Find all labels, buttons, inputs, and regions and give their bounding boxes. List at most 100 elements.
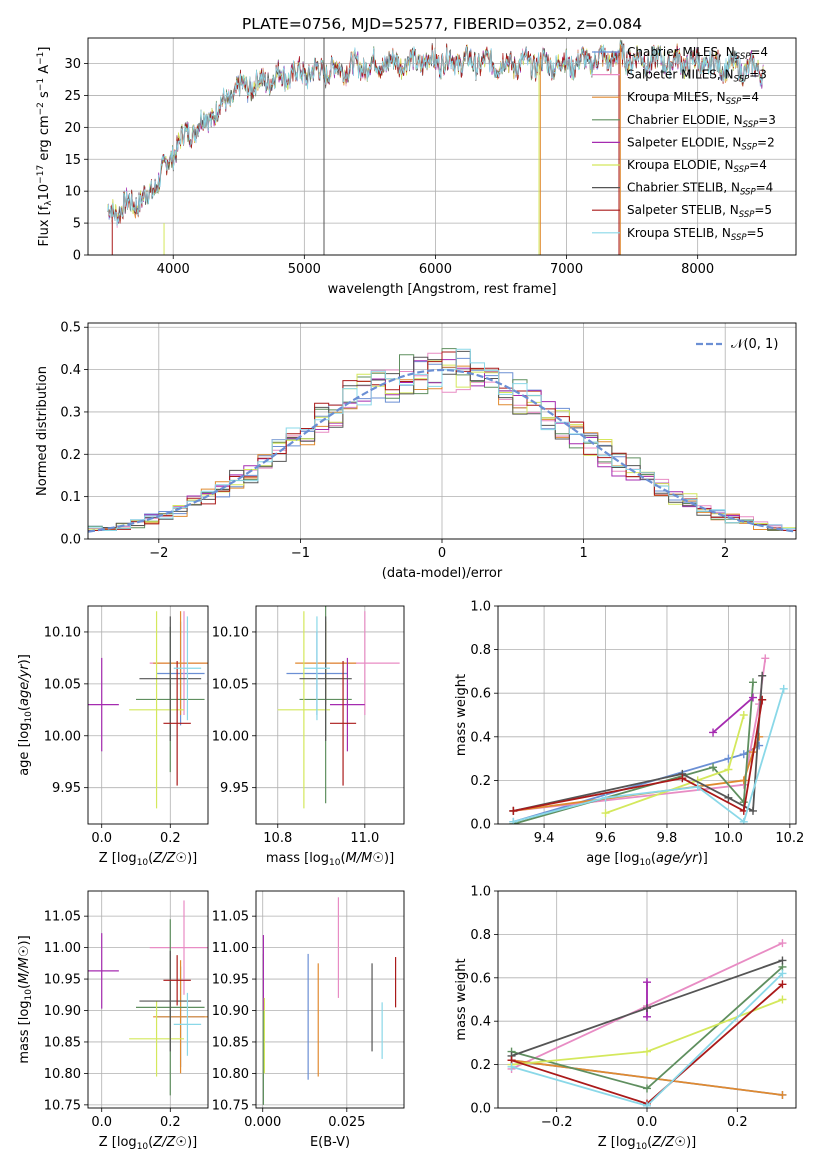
axes: 0.000 0.025 10.75 10.80 10.85 10.90 10.95 11.00… <box>212 890 405 1150</box>
errorbar-kroupa-miles <box>153 960 208 1074</box>
x-tick-label: 4000 <box>157 262 190 277</box>
weight-marker <box>778 980 787 989</box>
y-tick-label: 0.3 <box>60 405 81 420</box>
weight-vs-age-panel: 9.4 9.6 9.8 10.0 10.2 0.0 0.2 0.4 0.6 0.8 1.0 age [… <box>454 600 804 869</box>
weight-marker <box>778 956 787 965</box>
legend-entry: Kroupa MILES, NSSP=4 <box>627 90 759 107</box>
mass-vs-ebv-panel: 0.000 0.025 10.75 10.80 10.85 10.90 10.95 11.00… <box>212 890 405 1150</box>
errorbar-chabrier-stelib <box>299 616 352 741</box>
legend: Chabrier MILES, NSSP=4 Salpeter MILES, NS… <box>592 45 776 243</box>
x-axis-label: Z [log10(Z/Z☉)] <box>99 1135 197 1152</box>
weight-marker <box>643 1101 651 1108</box>
y-axis-label: mass weight <box>454 674 469 756</box>
weight-marker <box>643 1004 651 1013</box>
x-tick-label: 10.2 <box>775 831 804 846</box>
weight-marker <box>778 969 787 978</box>
weight-marker <box>748 806 757 815</box>
weight-marker <box>509 806 518 815</box>
legend-entry: Chabrier STELIB, NSSP=4 <box>627 181 773 198</box>
y-tick-label: 10.95 <box>212 973 249 988</box>
y-tick-label: 10.00 <box>44 729 81 744</box>
weight-marker <box>778 939 787 948</box>
axes: 4000 5000 6000 7000 8000 0 5 10 15 20 25 30 waveleng… <box>36 15 797 297</box>
y-tick-label: 0.8 <box>470 643 491 658</box>
weight-line-kroupa-miles <box>511 1059 783 1096</box>
axes: 10.8 11.0 9.95 10.00 10.05 10.10 mass [log10(M… <box>212 605 405 868</box>
y-tick-label: 0.8 <box>470 928 491 943</box>
x-tick-label: 0.0 <box>91 1115 112 1130</box>
x-axis-label: E(B-V) <box>310 1135 350 1150</box>
y-tick-label: 0.0 <box>60 533 81 548</box>
y-tick-label: 0.0 <box>470 818 491 833</box>
errorbar-kroupa-elodie <box>129 1001 184 1077</box>
y-tick-label: 10.85 <box>212 1035 249 1050</box>
y-tick-label: 11.00 <box>212 941 249 956</box>
axes: 9.4 9.6 9.8 10.0 10.2 0.0 0.2 0.4 0.6 0.8 1.0 age [… <box>454 600 804 869</box>
axes-frame <box>87 605 209 825</box>
errorbar-chabrier-stelib <box>139 616 202 741</box>
x-tick-label: 0.025 <box>328 1115 365 1130</box>
age-vs-mass-panel: 10.8 11.0 9.95 10.00 10.05 10.10 mass [log10(M… <box>212 605 405 868</box>
x-tick-label: 0.2 <box>160 1115 181 1130</box>
weight-marker <box>748 693 757 702</box>
weight-marker <box>678 774 687 783</box>
y-tick-label: 9.95 <box>52 781 81 796</box>
legend-entry: Salpeter ELODIE, NSSP=2 <box>627 135 775 152</box>
chart-title: PLATE=0756, MJD=52577, FIBERID=0352, z=0… <box>242 15 642 33</box>
mass-vs-metallicity-panel: 0.0 0.2 10.75 10.80 10.85 10.90 10.95 11.00 11.0… <box>17 890 209 1152</box>
y-tick-label: 1.0 <box>470 600 491 615</box>
plot-area <box>88 611 208 809</box>
x-tick-label: 9.8 <box>657 831 678 846</box>
residuals-panel: −2 −1 0 1 2 0.0 0.1 0.2 0.3 0.4 0.5 (data-model)/er… <box>35 321 797 581</box>
weight-marker <box>739 798 748 807</box>
weight-marker <box>739 817 748 824</box>
x-tick-label: 1 <box>579 546 587 561</box>
x-tick-label: 6000 <box>419 262 452 277</box>
normal-curve <box>88 368 796 533</box>
weight-marker <box>758 695 767 704</box>
y-tick-label: 0.0 <box>470 1102 491 1117</box>
x-tick-label: 5000 <box>288 262 321 277</box>
y-tick-label: 10.00 <box>212 729 249 744</box>
y-axis-label: Normed distribution <box>35 366 50 496</box>
weight-line-salpeter-elodie <box>712 696 754 734</box>
y-tick-label: 30 <box>64 57 81 72</box>
y-tick-label: 10.05 <box>212 677 249 692</box>
axes-frame <box>87 890 209 1109</box>
axes: −2 −1 0 1 2 0.0 0.1 0.2 0.3 0.4 0.5 (data-model)/er… <box>35 321 797 581</box>
weight-marker <box>739 711 748 719</box>
legend-entry: 𝒩(0, 1) <box>731 337 778 352</box>
plot-area <box>107 38 764 255</box>
y-tick-label: 10.95 <box>44 973 81 988</box>
y-tick-label: 15 <box>64 153 81 168</box>
x-tick-label: 0.2 <box>727 1115 748 1130</box>
x-tick-label: 10.0 <box>714 831 743 846</box>
x-axis-label: Z [log10(Z/Z☉)] <box>99 851 197 868</box>
y-tick-label: 0.5 <box>60 321 81 336</box>
weight-marker <box>758 671 767 680</box>
x-tick-label: 0.000 <box>244 1115 281 1130</box>
y-tick-label: 0.4 <box>470 1015 491 1030</box>
x-tick-label: 11.0 <box>350 831 379 846</box>
y-tick-label: 9.95 <box>220 781 249 796</box>
x-axis-label: wavelength [Angstrom, rest frame] <box>328 282 557 297</box>
y-tick-label: 10.90 <box>212 1004 249 1019</box>
y-tick-label: 20 <box>64 121 81 136</box>
x-tick-label: −0.2 <box>541 1115 573 1130</box>
x-axis-label: mass [log10(M/M☉)] <box>266 851 394 868</box>
weight-marker <box>748 678 757 687</box>
legend-entry: Salpeter MILES, NSSP=3 <box>627 68 767 85</box>
y-tick-label: 10.10 <box>212 625 249 640</box>
plot-area <box>262 897 397 1105</box>
errorbar-salpeter-elodie <box>330 657 365 752</box>
legend-entry: Salpeter STELIB, NSSP=5 <box>627 203 772 220</box>
axes: 0.0 0.2 9.95 10.00 10.05 10.10 Z [log10(Z/Z☉)]… <box>17 605 209 868</box>
axes-frame <box>497 605 797 825</box>
weight-marker <box>693 782 702 791</box>
errorbar-chabrier-stelib <box>139 950 202 1052</box>
spectrum-panel: 4000 5000 6000 7000 8000 0 5 10 15 20 25 30 waveleng… <box>36 15 797 297</box>
weight-line-chabrier-elodie <box>513 682 754 824</box>
y-axis-label: age [log10(age/yr)] <box>17 654 34 776</box>
y-tick-label: 25 <box>64 89 81 104</box>
